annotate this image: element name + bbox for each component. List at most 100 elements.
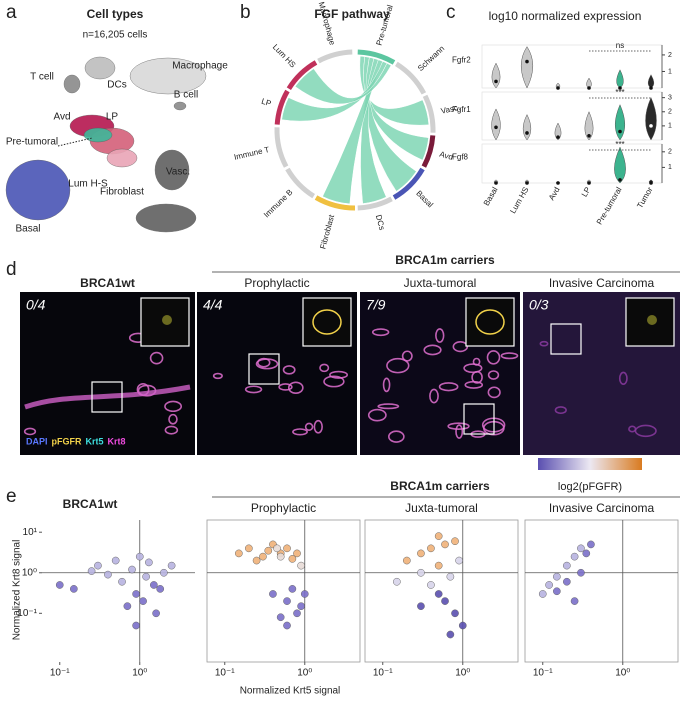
cluster-label: Fibroblast [100, 187, 144, 198]
point [297, 561, 305, 570]
tissue [212, 372, 223, 380]
inset [465, 297, 515, 347]
tissue [382, 377, 391, 393]
x-tick-label: 10⁻¹ [215, 668, 235, 679]
cluster [63, 74, 81, 94]
point [545, 581, 553, 589]
x-tick-label: LP [580, 186, 593, 199]
x-tick-label: Tumor [635, 185, 654, 210]
tissue [367, 408, 387, 422]
point [150, 581, 158, 589]
sector [317, 49, 353, 64]
x-tick-label: 10⁰ [455, 668, 470, 679]
row-frame [481, 44, 663, 89]
x-tick-label: 10⁻¹ [373, 668, 393, 679]
tissue [628, 425, 637, 433]
roi [91, 381, 123, 413]
point [156, 585, 165, 593]
cluster-label: Vasc. [166, 167, 190, 178]
subtitle: n=16,205 cells [83, 30, 148, 41]
mean-dot [556, 181, 560, 185]
point [252, 556, 261, 565]
panel-title: FGF pathway [314, 7, 390, 21]
mean-dot [556, 86, 560, 90]
point [152, 609, 160, 618]
sector [422, 94, 436, 133]
colorbar [538, 458, 642, 470]
tissue [452, 341, 469, 353]
y-tick-label: 10⁰ [22, 567, 37, 578]
colorbar-label: log2(pFGFR) [558, 481, 622, 493]
cluster-label: Macrophage [172, 61, 228, 72]
tissue [377, 403, 400, 410]
tissue [164, 425, 179, 435]
tissue [304, 422, 314, 431]
inset-signal [647, 315, 657, 325]
point [132, 621, 140, 630]
group-title: BRCA1m carriers [395, 253, 495, 267]
y-tick-label: 1 [668, 68, 672, 75]
image-title: Juxta-tumoral [404, 276, 477, 290]
violin [491, 108, 501, 141]
image-title: BRCA1wt [80, 276, 135, 290]
tissue [149, 351, 164, 365]
point [293, 609, 301, 618]
panel-title: Cell types [87, 7, 144, 21]
point [570, 597, 579, 605]
count: 7/9 [366, 297, 386, 313]
sig-label: ns [616, 41, 624, 50]
violin [554, 122, 562, 141]
panel-label: b [240, 2, 251, 23]
tissue [618, 371, 628, 386]
y-tick-label: 3 [668, 94, 672, 101]
mean-dot [618, 129, 622, 134]
tissue [429, 388, 439, 404]
sector-label: Schwann [416, 44, 446, 73]
plot-title: Juxta-tumoral [405, 501, 478, 515]
point [167, 561, 176, 570]
violin [522, 114, 532, 141]
cluster-label: Avd [53, 112, 70, 123]
sector-label: Vasc. [440, 103, 461, 116]
y-axis-label: Normalized Krt8 signal [12, 540, 23, 641]
point [234, 549, 243, 558]
point [128, 565, 136, 574]
mean-dot [525, 59, 529, 64]
point [587, 540, 595, 549]
violin [645, 97, 657, 141]
point [160, 568, 168, 577]
plot-title: BRCA1wt [63, 497, 118, 511]
tissue [282, 365, 296, 375]
tissue [500, 352, 519, 360]
point [451, 609, 459, 618]
plot-frame [206, 519, 361, 663]
x-axis-label: Normalized Krt5 signal [240, 686, 341, 697]
plot-title: Prophylactic [251, 501, 316, 515]
point [264, 546, 273, 555]
sector [274, 127, 289, 168]
tissue [257, 357, 271, 368]
mean-dot [649, 181, 653, 185]
point [446, 572, 455, 581]
sig-label: *** [615, 88, 624, 97]
roi [463, 403, 495, 435]
point [276, 613, 285, 622]
sector-label: LP [260, 97, 272, 108]
point [283, 544, 291, 553]
sector [357, 49, 396, 65]
image-title: Prophylactic [244, 276, 309, 290]
cluster [154, 149, 190, 191]
sig-label: *** [615, 140, 624, 149]
cluster [5, 159, 71, 221]
sector [286, 60, 318, 91]
point [392, 577, 401, 586]
mean-dot [494, 125, 498, 130]
stain-label: Krt8 [108, 436, 126, 446]
x-tick-label: 10⁻¹ [533, 668, 553, 679]
cluster-label: B cell [174, 90, 198, 101]
mean-dot [649, 124, 653, 128]
tissue [386, 357, 410, 374]
point [562, 577, 571, 586]
point [441, 597, 449, 605]
